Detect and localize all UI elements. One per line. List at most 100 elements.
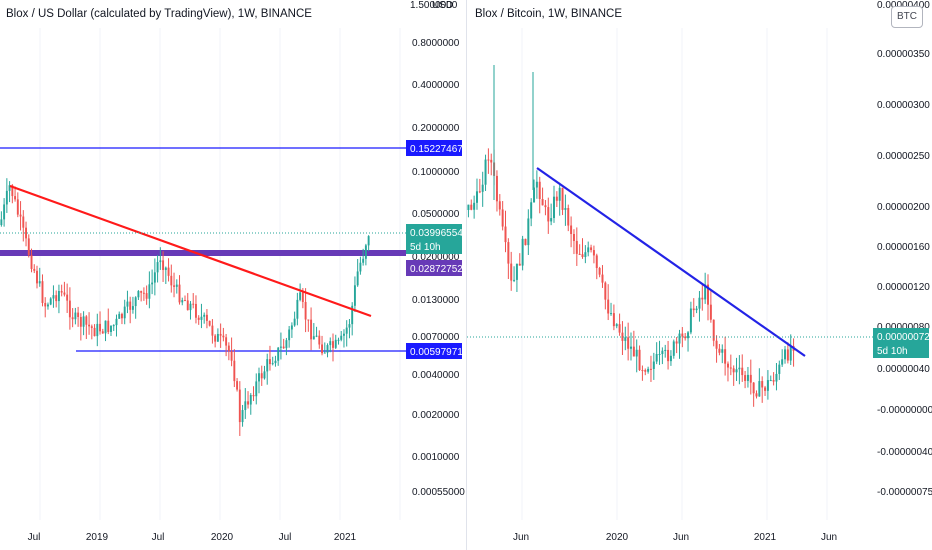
left-candle bbox=[107, 320, 110, 332]
support-band bbox=[0, 250, 406, 256]
left-candle bbox=[30, 255, 33, 269]
left-candle bbox=[343, 333, 345, 336]
left-candle bbox=[293, 318, 296, 326]
right-candle bbox=[649, 368, 652, 370]
left-candle bbox=[115, 318, 118, 326]
left-chart-title: Blox / US Dollar (calculated by TradingV… bbox=[6, 8, 312, 20]
left-candle bbox=[285, 340, 288, 349]
right-candle bbox=[781, 359, 784, 365]
left-candle bbox=[19, 214, 22, 217]
right-candle bbox=[490, 159, 493, 163]
left-candle bbox=[44, 302, 47, 307]
left-candle bbox=[301, 292, 304, 302]
right-candle bbox=[610, 313, 613, 315]
right-candle bbox=[641, 370, 644, 372]
left-candle bbox=[282, 346, 285, 349]
left-candle bbox=[16, 199, 19, 215]
left-candle bbox=[140, 291, 143, 293]
left-candle bbox=[216, 333, 219, 342]
price-axis-label: 0.2000000 bbox=[412, 123, 460, 134]
red-trendline bbox=[9, 184, 372, 318]
right-candle bbox=[473, 202, 476, 210]
left-candle bbox=[238, 389, 241, 423]
left-candle bbox=[195, 303, 197, 318]
right-candle bbox=[684, 336, 687, 339]
left-candle bbox=[321, 344, 323, 354]
left-candle bbox=[52, 295, 55, 299]
left-candle bbox=[99, 323, 101, 332]
left-candle bbox=[359, 262, 362, 272]
right-candle bbox=[621, 332, 624, 341]
left-candle bbox=[85, 316, 88, 325]
left-candle bbox=[225, 337, 228, 346]
right-candle bbox=[618, 324, 621, 333]
left-candle bbox=[334, 339, 337, 348]
left-candle bbox=[315, 335, 318, 337]
left-chart-canvas[interactable]: 0.8000000 0.4000000 0.2000000 0.1000000 0.05… bbox=[0, 0, 466, 550]
left-candle bbox=[326, 345, 329, 353]
left-candle bbox=[197, 317, 200, 320]
left-candle bbox=[192, 303, 195, 305]
left-candle bbox=[118, 313, 121, 319]
time-axis-label: Jul bbox=[152, 532, 165, 543]
right-candle bbox=[530, 202, 533, 219]
right-candle bbox=[504, 226, 507, 243]
right-candle bbox=[715, 340, 718, 349]
left-candle bbox=[14, 196, 17, 200]
left-candle bbox=[219, 333, 222, 336]
left-candle bbox=[175, 284, 178, 287]
left-candle bbox=[307, 319, 310, 321]
right-candle bbox=[598, 268, 601, 275]
left-candle bbox=[33, 268, 36, 271]
right-candle bbox=[764, 387, 767, 391]
right-candle bbox=[607, 299, 610, 314]
right-candle bbox=[627, 337, 630, 349]
right-chart-panel[interactable]: 0.00000350 0.00000300 0.00000250 0.00000200… bbox=[466, 0, 932, 550]
left-candle bbox=[258, 373, 260, 382]
left-candle bbox=[364, 245, 367, 259]
right-candle bbox=[689, 308, 692, 333]
currency-badge[interactable]: BTC bbox=[891, 6, 923, 28]
right-candle bbox=[575, 240, 578, 254]
right-candle bbox=[555, 196, 558, 201]
right-candle bbox=[498, 201, 501, 210]
right-candle bbox=[501, 209, 504, 227]
left-candle bbox=[323, 352, 326, 354]
right-candle bbox=[652, 361, 655, 369]
left-candle bbox=[203, 314, 206, 317]
left-candle bbox=[3, 204, 6, 220]
left-candle bbox=[310, 319, 313, 340]
right-candle bbox=[524, 238, 527, 246]
left-candle bbox=[159, 260, 162, 263]
right-candle bbox=[624, 337, 627, 341]
time-axis-label: Jul bbox=[28, 532, 41, 543]
right-candle bbox=[467, 204, 470, 210]
left-candle bbox=[104, 320, 107, 334]
blue-trendline bbox=[536, 167, 806, 357]
left-candle bbox=[63, 292, 66, 295]
right-candle bbox=[558, 187, 561, 201]
right-candle bbox=[495, 175, 498, 202]
price-axis-label: -0.00000000 bbox=[877, 405, 932, 416]
left-candle bbox=[27, 238, 30, 256]
price-axis-label: 0.0010000 bbox=[412, 452, 460, 463]
right-chart-canvas[interactable]: 0.00000350 0.00000300 0.00000250 0.00000200… bbox=[467, 0, 932, 550]
left-candle bbox=[167, 267, 170, 276]
left-candle bbox=[60, 291, 63, 293]
right-candle bbox=[707, 284, 710, 305]
left-candle bbox=[145, 293, 148, 299]
left-candle bbox=[222, 335, 225, 338]
right-candle bbox=[487, 159, 490, 161]
left-candle bbox=[318, 335, 321, 345]
left-candle bbox=[337, 339, 340, 341]
left-candle bbox=[367, 236, 370, 246]
level-label-text: 0.15227467 bbox=[410, 144, 463, 155]
price-axis-label: 0.0020000 bbox=[412, 410, 460, 421]
left-chart-panel[interactable]: 0.8000000 0.4000000 0.2000000 0.1000000 0.05… bbox=[0, 0, 466, 550]
right-candle bbox=[701, 297, 704, 300]
right-candle bbox=[564, 207, 567, 210]
price-axis-label: 0.0500000 bbox=[412, 209, 460, 220]
left-candle bbox=[11, 185, 14, 197]
left-candle bbox=[178, 284, 181, 303]
right-candle bbox=[592, 250, 595, 256]
